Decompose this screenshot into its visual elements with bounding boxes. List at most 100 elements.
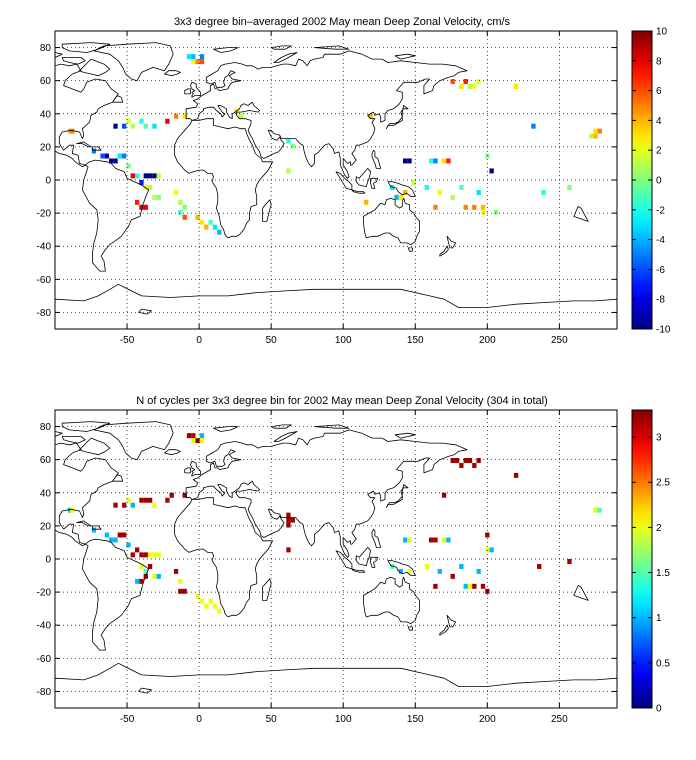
y-tick-label: 0 [45, 176, 51, 187]
colorbar-tick-label: 1.5 [656, 568, 670, 579]
data-cell [441, 158, 447, 164]
x-tick-label: 250 [551, 714, 568, 725]
chart-2-title: N of cycles per 3x3 degree bin for 2002 … [136, 395, 548, 407]
colorbar-tick-label: -6 [656, 265, 665, 276]
coastline [190, 460, 201, 477]
data-cell [169, 492, 174, 498]
data-cell [126, 542, 131, 548]
coastline [314, 45, 350, 50]
coastline [363, 197, 420, 245]
data-cell [91, 148, 97, 154]
data-cell [212, 603, 218, 609]
coastline [351, 568, 366, 573]
chart-1-velocity-map: -50 0 50 100 150 200 250806040200-20-40-60-801… [15, 27, 671, 347]
coastline [164, 70, 181, 77]
coastline [174, 497, 273, 618]
data-cell [459, 184, 464, 190]
y-tick-label: -20 [37, 209, 52, 220]
data-cell [186, 54, 192, 60]
data-cell [217, 608, 222, 614]
coastline [55, 662, 617, 708]
data-cell [286, 512, 291, 518]
coastline [76, 520, 92, 527]
coastline [363, 576, 420, 624]
data-cell [537, 563, 542, 569]
data-cell [480, 583, 486, 589]
data-cell [152, 123, 157, 129]
data-cell [156, 552, 161, 558]
data-cell [446, 537, 451, 543]
data-cell [286, 138, 291, 144]
coastline [15, 97, 22, 100]
coastline [370, 556, 379, 568]
coastline [79, 58, 111, 77]
colorbar-tick-label: 2 [656, 523, 662, 534]
data-cell [286, 517, 291, 523]
data-cell [513, 472, 519, 478]
data-cell [441, 492, 447, 498]
data-cell [593, 507, 598, 513]
data-cell [454, 458, 460, 463]
coastline [93, 42, 174, 82]
coastline [213, 47, 239, 53]
y-tick-label: -40 [37, 621, 52, 632]
coastline [138, 308, 152, 315]
data-cell [156, 173, 161, 179]
data-cell [186, 433, 192, 439]
data-cell [567, 559, 572, 564]
data-cell [126, 497, 131, 503]
data-cell [191, 54, 196, 60]
data-cell [597, 128, 602, 134]
data-cell [489, 168, 494, 174]
data-cell [463, 204, 468, 210]
data-cell [130, 173, 135, 179]
y-tick-label: 80 [40, 422, 52, 433]
data-cell [173, 113, 179, 119]
data-cell [286, 168, 291, 174]
data-cell [134, 173, 140, 179]
data-cell [390, 563, 395, 569]
coastline [335, 550, 353, 570]
data-cell [428, 158, 434, 164]
data-cell [428, 537, 434, 543]
data-cell [199, 54, 205, 60]
data-cell [290, 517, 295, 523]
data-cell [139, 118, 144, 124]
data-cell [143, 568, 148, 574]
data-cell [441, 537, 447, 543]
data-cell [476, 79, 481, 84]
data-cell [238, 113, 244, 119]
data-cell [178, 588, 183, 594]
x-tick-label: 0 [196, 335, 202, 346]
data-cell [109, 158, 114, 164]
data-cell [437, 568, 442, 574]
coastline [386, 105, 409, 130]
coastline [446, 614, 456, 628]
coastline [387, 560, 416, 576]
data-cell [182, 492, 187, 498]
data-cell [424, 563, 429, 569]
data-cell [113, 537, 118, 543]
data-cell [182, 113, 187, 119]
data-cell [152, 502, 157, 508]
data-cell [407, 537, 412, 543]
data-cell [480, 204, 486, 210]
data-cell [113, 502, 118, 508]
data-cell [91, 527, 97, 533]
coastline [446, 235, 456, 249]
coastline [61, 57, 86, 65]
x-tick-label: 250 [551, 335, 568, 346]
data-cell [147, 184, 153, 190]
x-tick-label: 150 [407, 335, 424, 346]
data-cell [286, 522, 291, 528]
colorbar-tick-label: 0.5 [656, 658, 670, 669]
data-cell [208, 598, 213, 604]
coastline [164, 449, 181, 456]
coastline [386, 484, 409, 509]
coastline [270, 424, 292, 429]
data-cell [130, 123, 135, 129]
data-cell [143, 497, 148, 503]
data-cell [476, 568, 481, 574]
data-cell [147, 173, 153, 179]
data-cell [152, 573, 157, 579]
